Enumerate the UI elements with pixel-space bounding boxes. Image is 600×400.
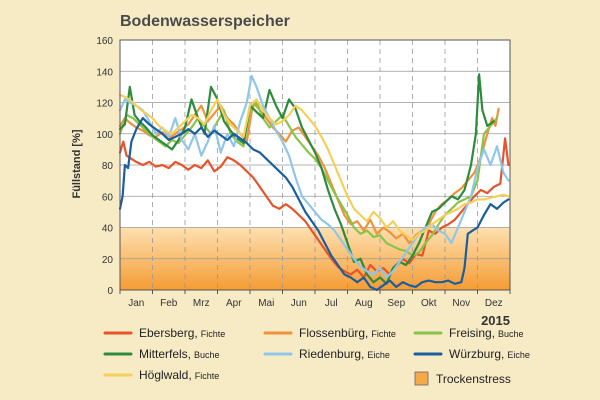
legend-site: Flossenbürg,	[299, 326, 368, 340]
series-layer	[118, 73, 510, 292]
legend: Ebersberg, Fichte Flossenbürg, Fichte Freisi…	[103, 326, 530, 386]
y-tick-label: 80	[102, 161, 114, 172]
legend-species: Eiche	[507, 350, 530, 360]
legend-species: Fichte	[195, 371, 220, 381]
chart-title: Bodenwasserspeicher	[120, 13, 290, 30]
axes: 0 20 40 60 80 100 120 140 160 Jan Feb Mrz Apr Mai Jun J…	[96, 36, 511, 309]
series-line-mitterfels	[118, 73, 495, 285]
legend-species: Fichte	[201, 329, 226, 339]
legend-species: Buche	[194, 350, 220, 360]
plot-frame	[119, 39, 511, 291]
legend-site: Freising,	[449, 326, 495, 340]
legend-site: Ebersberg,	[139, 326, 198, 340]
legend-label: Riedenburg, Eiche	[299, 347, 390, 361]
legend-site: Höglwald,	[139, 368, 192, 382]
legend-label: Freising, Buche	[449, 326, 524, 340]
month-label: Apr	[226, 298, 242, 309]
y-tick-label: 160	[96, 36, 113, 47]
month-label: Aug	[355, 298, 373, 309]
legend-site: Mitterfels,	[139, 347, 191, 361]
month-label: Jan	[128, 298, 144, 309]
legend-label: Höglwald, Fichte	[139, 368, 219, 382]
legend-species: Fichte	[371, 329, 396, 339]
y-tick-label: 20	[102, 255, 114, 266]
y-tick-label: 100	[96, 130, 113, 141]
legend-site: Würzburg,	[449, 347, 504, 361]
series-line-würzburg	[118, 116, 510, 292]
month-label: Mai	[258, 298, 274, 309]
month-label: Feb	[160, 298, 178, 309]
legend-label: Ebersberg, Fichte	[139, 326, 225, 340]
legend-species: Eiche	[367, 350, 390, 360]
series-line-riedenburg	[118, 74, 510, 279]
month-label: Okt	[421, 298, 437, 309]
series-line-höglwald	[118, 93, 510, 242]
y-tick-label: 120	[96, 99, 113, 110]
series-line-freising	[118, 101, 499, 257]
y-tick-label: 0	[107, 286, 113, 297]
legend-drought-label: Trockenstress	[436, 372, 511, 386]
legend-label: Mitterfels, Buche	[139, 347, 220, 361]
legend-swatch-drought	[414, 371, 429, 386]
year-label: 2015	[481, 313, 510, 328]
y-axis-label: Füllstand [%]	[71, 129, 83, 198]
month-label: Dez	[485, 298, 503, 309]
y-tick-label: 60	[102, 192, 114, 203]
month-label: Sep	[387, 298, 405, 309]
month-label: Jul	[325, 298, 338, 309]
legend-species: Buche	[498, 329, 524, 339]
series-line-ebersberg	[118, 137, 510, 279]
month-label: Jun	[291, 298, 307, 309]
legend-site: Riedenburg,	[299, 347, 364, 361]
y-tick-label: 40	[102, 224, 114, 235]
y-tick-label: 140	[96, 67, 113, 78]
month-label: Mrz	[193, 298, 210, 309]
month-label: Nov	[452, 298, 470, 309]
legend-label: Flossenbürg, Fichte	[299, 326, 396, 340]
legend-label: Würzburg, Eiche	[449, 347, 530, 361]
